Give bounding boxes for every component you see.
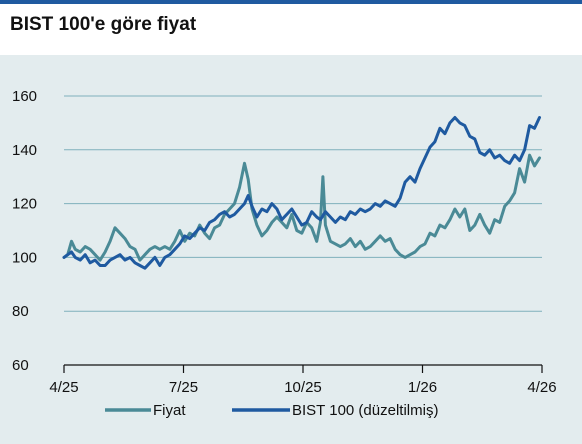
x-tick-label: 7/25 xyxy=(169,379,198,396)
series-line-bist100 xyxy=(62,116,541,270)
legend-label: Fiyat xyxy=(153,402,186,419)
series-lines xyxy=(62,116,541,270)
chart-panel xyxy=(0,55,582,444)
y-tick-label: 120 xyxy=(12,196,37,213)
x-tick-label: 1/26 xyxy=(408,379,437,396)
x-tick-label: 4/25 xyxy=(49,379,78,396)
legend: Fiyat BIST 100 (düzeltilmiş) xyxy=(105,402,438,419)
series-line-fiyat xyxy=(62,153,541,262)
chart-title: BIST 100'e göre fiyat xyxy=(10,14,197,35)
x-tick-label: 10/25 xyxy=(284,379,322,396)
y-tick-label: 100 xyxy=(12,249,37,266)
y-tick-label: 140 xyxy=(12,142,37,159)
x-axis: 4/25 7/25 10/25 1/26 4/26 xyxy=(49,364,557,396)
legend-label: BIST 100 (düzeltilmiş) xyxy=(292,402,438,419)
y-tick-label: 80 xyxy=(12,303,29,320)
y-tick-label: 160 xyxy=(12,88,37,105)
y-axis: 60 80 100 120 140 160 xyxy=(12,88,37,374)
gridlines xyxy=(64,95,542,312)
y-tick-label: 60 xyxy=(12,357,29,374)
top-rule xyxy=(0,0,582,4)
x-tick-label: 4/26 xyxy=(527,379,556,396)
